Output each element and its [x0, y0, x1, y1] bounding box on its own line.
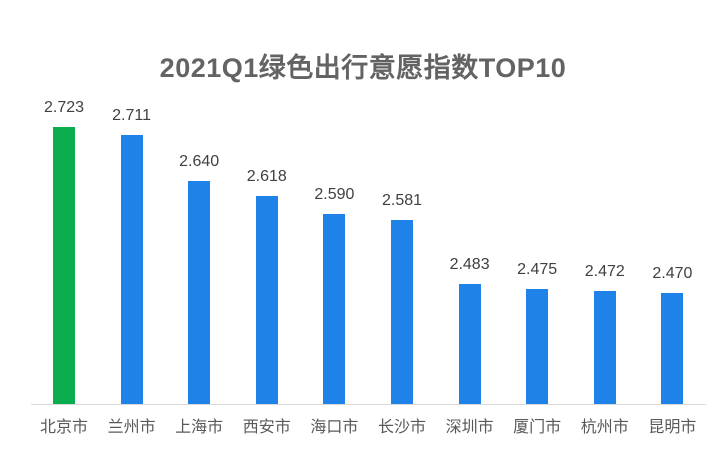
bar — [526, 289, 549, 404]
x-axis-category-label: 厦门市 — [513, 419, 562, 436]
bar-value-label: 2.618 — [246, 168, 287, 185]
x-axis-category-label: 海口市 — [310, 419, 359, 436]
bar — [255, 196, 278, 404]
bar-value-label: 2.590 — [314, 186, 355, 203]
x-axis-category-label: 兰州市 — [107, 419, 156, 436]
bar-value-label: 2.475 — [517, 261, 558, 278]
bar — [188, 181, 211, 404]
bar-value-label: 2.470 — [652, 265, 693, 282]
x-axis-category-label: 杭州市 — [580, 419, 629, 436]
x-axis-category-label: 西安市 — [242, 419, 291, 436]
bar-value-label: 2.581 — [381, 192, 423, 209]
x-axis-category-label: 上海市 — [175, 419, 224, 436]
x-axis-category-label: 深圳市 — [445, 419, 494, 436]
bar-value-label: 2.640 — [179, 153, 220, 170]
x-axis-category-label: 长沙市 — [377, 419, 426, 436]
bar-value-label: 2.711 — [112, 107, 152, 124]
bar-value-label: 2.723 — [43, 99, 85, 116]
bar-value-label: 2.472 — [584, 263, 625, 280]
bar — [661, 293, 684, 404]
bar — [120, 135, 143, 404]
bar — [323, 214, 346, 404]
bar-value-label: 2.483 — [449, 256, 490, 273]
bar — [458, 284, 481, 404]
bar — [391, 220, 413, 404]
bar — [53, 127, 75, 404]
bar — [593, 291, 616, 404]
x-axis-line — [31, 404, 706, 405]
x-axis-category-label: 昆明市 — [648, 419, 697, 436]
chart-title: 2021Q1绿色出行意愿指数TOP10 — [159, 53, 567, 83]
x-axis-category-label: 北京市 — [39, 419, 88, 436]
